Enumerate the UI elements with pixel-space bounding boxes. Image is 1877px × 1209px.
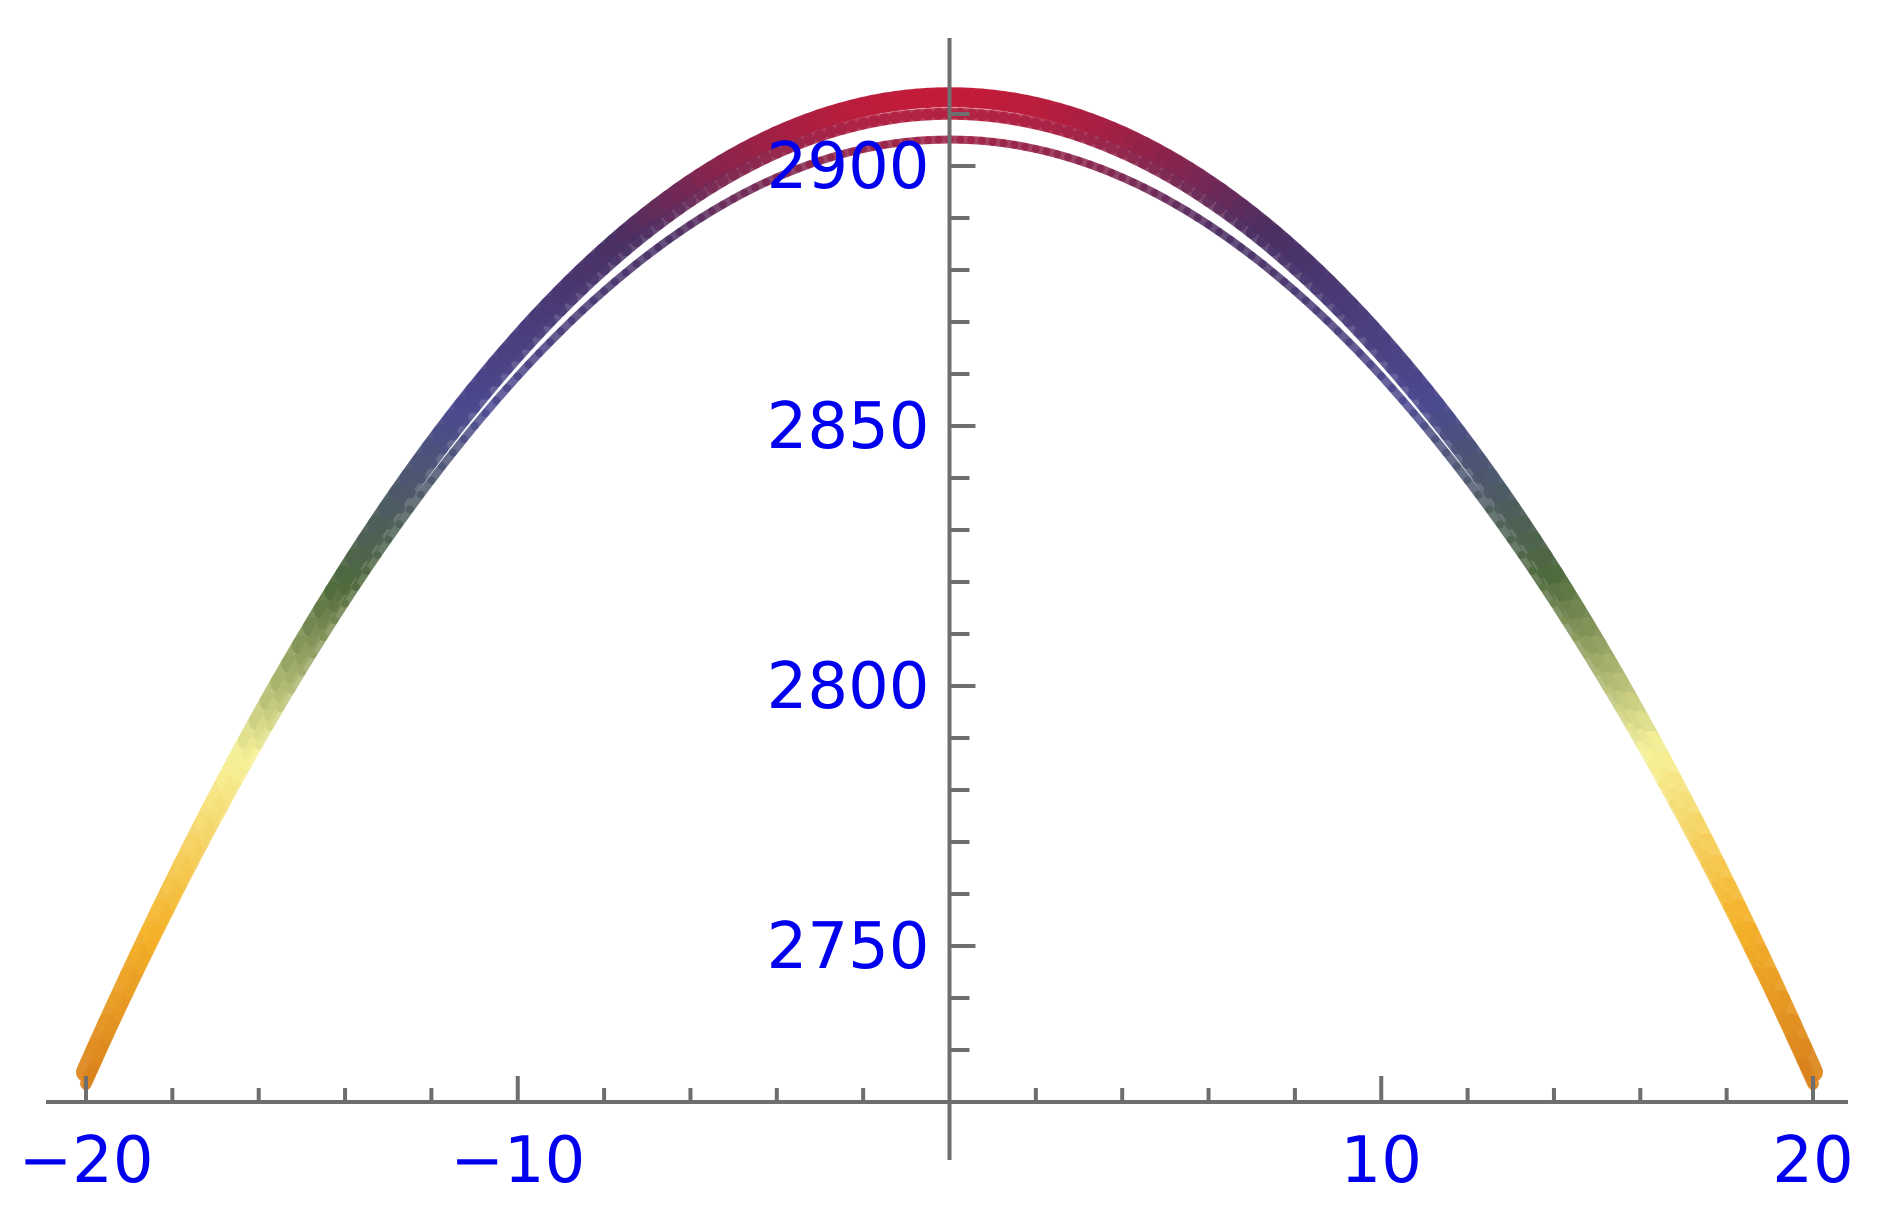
- curve-segment: [1733, 923, 1753, 954]
- curve-layer: [76, 87, 1823, 1091]
- x-tick-label: −10: [450, 1124, 585, 1198]
- curve-segment: [1744, 945, 1763, 976]
- curve-segment: [136, 945, 155, 976]
- curve-segment: [146, 923, 166, 954]
- curve-segment: [114, 990, 134, 1021]
- curve-segment: [103, 1012, 123, 1044]
- y-tick-label: 2900: [767, 130, 930, 204]
- y-tick-label: 2750: [767, 910, 930, 984]
- curve-segment: [1787, 1035, 1807, 1067]
- curve-series-3: [82, 135, 1817, 1091]
- curve-segment: [1755, 967, 1774, 999]
- curve-segment: [92, 1035, 112, 1067]
- curve-segment: [1776, 1012, 1796, 1044]
- x-tick-label: −20: [18, 1124, 153, 1198]
- curve-segment: [125, 967, 144, 999]
- curve-segment: [1765, 990, 1785, 1021]
- x-tick-label: 10: [1341, 1124, 1422, 1198]
- x-tick-label: 20: [1772, 1124, 1853, 1198]
- axes: [46, 38, 1848, 1160]
- tick-labels: −20 −10 10 20 2750 2800 2850 2900: [18, 130, 1853, 1198]
- y-tick-label: 2850: [767, 390, 930, 464]
- y-tick-label: 2800: [767, 650, 930, 724]
